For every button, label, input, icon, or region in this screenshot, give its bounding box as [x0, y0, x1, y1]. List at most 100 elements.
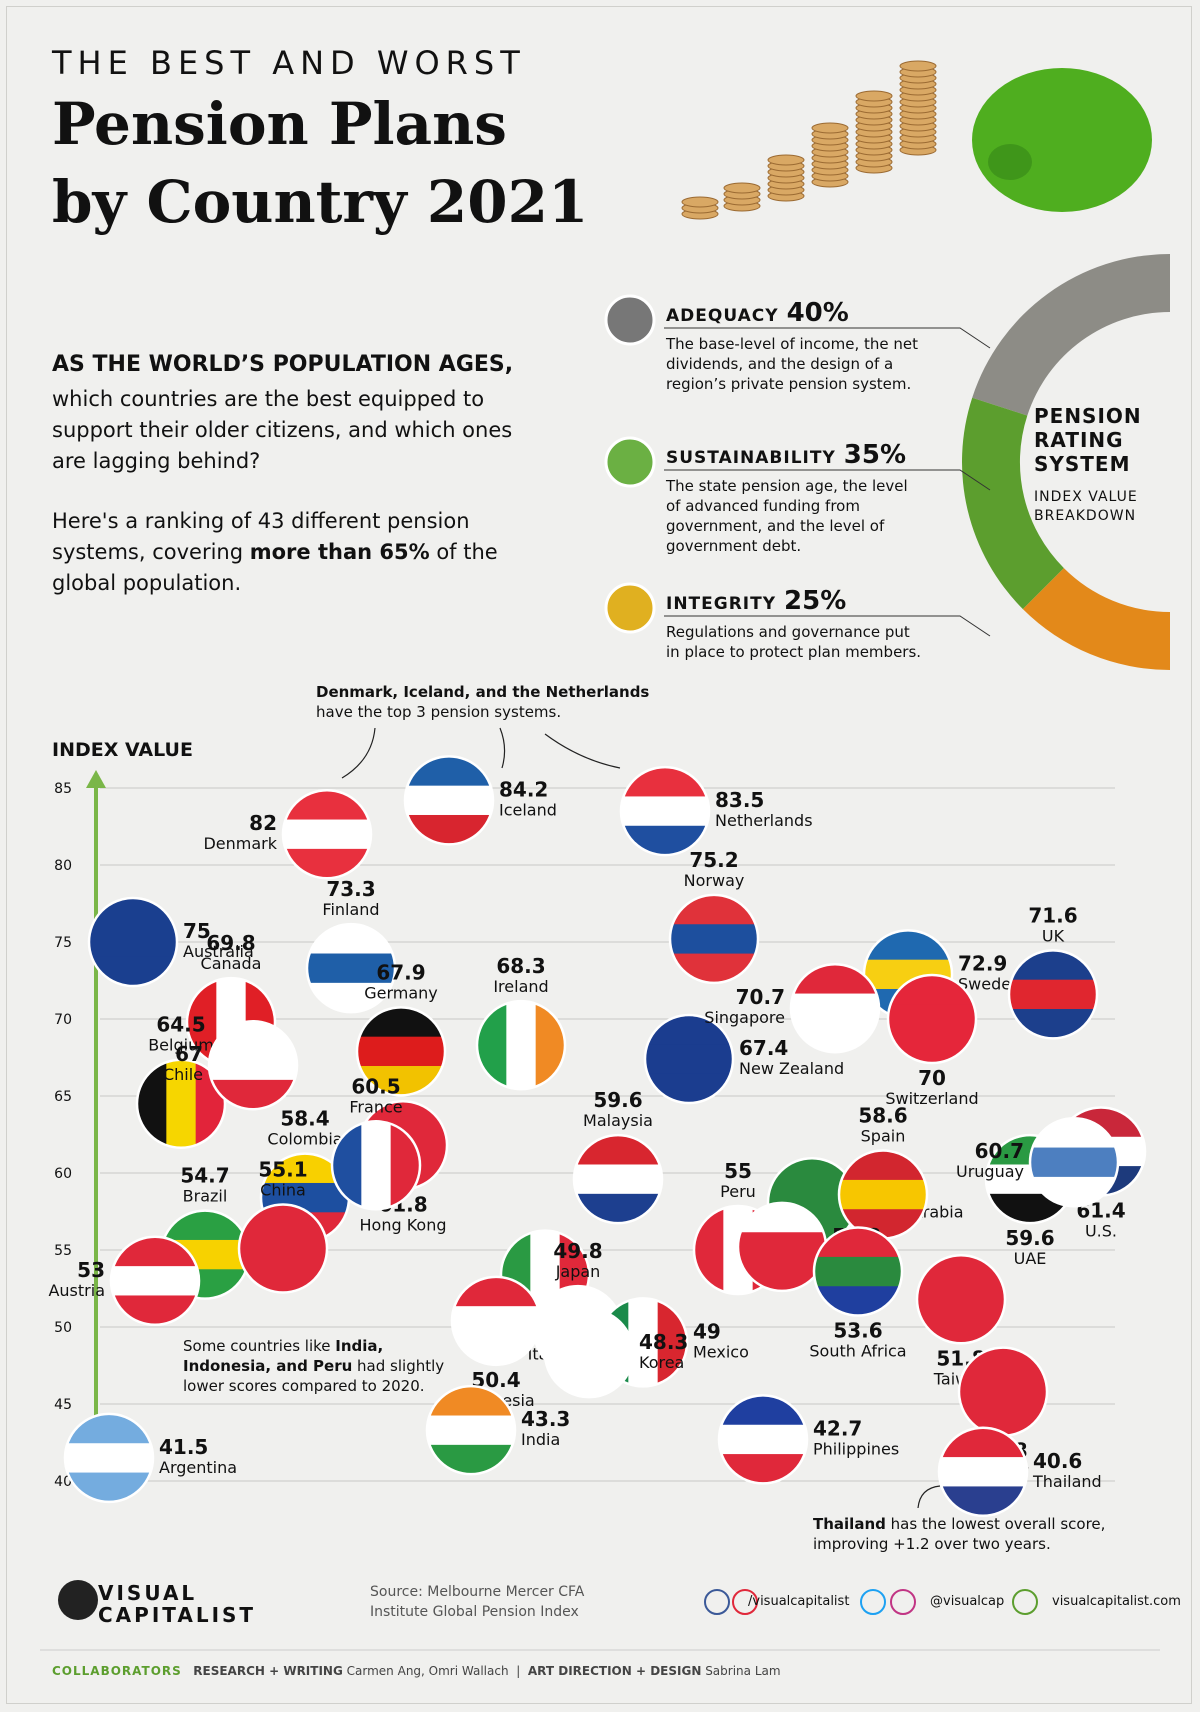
flag	[283, 790, 371, 879]
intro-heading: AS THE WORLD’S POPULATION AGES,	[52, 352, 514, 377]
component-heading: INTEGRITY 25%	[666, 586, 926, 616]
value-label: 67.9	[376, 960, 425, 984]
flag-stripe	[738, 1232, 826, 1263]
country-marker	[135, 1058, 227, 1149]
category-label: Netherlands	[715, 811, 813, 830]
y-axis-arrow	[86, 770, 106, 788]
value-label: 64.5	[156, 1013, 205, 1037]
collaborators: COLLABORATORS RESEARCH + WRITING Carmen …	[52, 1664, 781, 1678]
flag-stripe	[427, 1415, 515, 1446]
value-label: 69.8	[206, 931, 255, 955]
category-label: China	[260, 1180, 306, 1199]
flag-stripe	[405, 785, 493, 816]
flag-stripe	[89, 898, 177, 929]
flag-stripe	[670, 894, 758, 926]
country-marker	[109, 1235, 201, 1327]
component: SUSTAINABILITY 35% The state pension age, …	[666, 440, 926, 556]
social-icon	[704, 1589, 730, 1615]
country-marker	[425, 1384, 517, 1476]
flag-stripe	[405, 756, 493, 787]
social[interactable]: @visualcap	[930, 1594, 1005, 1609]
component-heading: SUSTAINABILITY 35%	[666, 440, 926, 470]
text: have the top 3 pension systems.	[316, 703, 562, 721]
category-label: Spain	[861, 1127, 906, 1146]
social[interactable]: /visualcapitalist	[748, 1594, 850, 1609]
component-heading: ADEQUACY 40%	[666, 298, 926, 328]
value-label: 67.4	[739, 1036, 788, 1060]
category-label: Thailand	[1032, 1472, 1102, 1491]
text: Sabrina Lam	[705, 1664, 781, 1678]
category-label: Austria	[48, 1281, 105, 1300]
flag-stripe	[283, 790, 371, 821]
text: CAPITALIST	[98, 1603, 257, 1627]
category-label: Colombia	[267, 1130, 342, 1149]
flag-stripe	[670, 924, 758, 955]
text: Some countries like	[183, 1337, 336, 1355]
text: PENSION	[1034, 404, 1142, 428]
annotation: Some countries like India, Indonesia, an…	[183, 1336, 453, 1396]
annotation-arrow	[341, 727, 376, 779]
value-label: 59.6	[1005, 1226, 1054, 1250]
category-label: Australia	[183, 942, 254, 961]
text: Carmen Ang, Omri Wallach	[346, 1664, 509, 1678]
category-label: Ireland	[493, 977, 548, 996]
category-label: New Zealand	[739, 1059, 844, 1078]
y-tick-label: 55	[54, 1243, 72, 1259]
flag-stripe	[839, 1150, 927, 1181]
value-label: 49	[693, 1319, 721, 1343]
annotation-arrow	[499, 727, 506, 769]
flag-stripe	[888, 1004, 976, 1035]
value-label: 43.3	[521, 1407, 570, 1431]
social[interactable]: visualcapitalist.com	[1052, 1594, 1181, 1609]
category-label: Philippines	[813, 1439, 899, 1458]
text: India, Indonesia, and Peru	[183, 1337, 384, 1375]
flag-stripe	[839, 1179, 927, 1211]
category-label: Iceland	[499, 800, 557, 819]
flag-stripe	[161, 1210, 249, 1241]
country-marker	[281, 788, 373, 880]
flag-stripe	[694, 1206, 725, 1294]
category-label: Denmark	[203, 834, 277, 853]
country-marker	[619, 765, 711, 857]
text: Denmark, Iceland, and the Netherlands	[316, 683, 650, 701]
country-marker	[643, 1013, 735, 1105]
flag	[405, 756, 493, 845]
category-label: Japan	[555, 1262, 601, 1281]
country-marker	[87, 896, 179, 988]
flag-stripe	[645, 1044, 733, 1075]
value-label: 53.6	[833, 1319, 882, 1343]
rating-title: PENSION RATING SYSTEM INDEX VALUE BREAKD…	[1034, 404, 1142, 526]
country-marker	[305, 922, 397, 1014]
flag-stripe	[361, 1121, 392, 1210]
value-label: 71.6	[1028, 903, 1077, 927]
value-label: 58.6	[858, 1104, 907, 1128]
category-label: Hong Kong	[360, 1215, 447, 1234]
flag	[917, 1255, 1005, 1344]
intro-text: which countries are the best equipped to…	[52, 387, 513, 473]
text: ART DIRECTION + DESIGN	[527, 1664, 702, 1678]
flag-stripe	[1009, 979, 1097, 1011]
coin	[723, 182, 761, 194]
flag-stripe	[791, 993, 879, 1024]
value-label: 58.4	[280, 1107, 329, 1131]
text: BREAKDOWN	[1034, 508, 1137, 524]
text: more than 65%	[249, 540, 430, 564]
category-label: Germany	[364, 983, 438, 1002]
donut-segment	[972, 254, 1170, 416]
value-label: 73.3	[326, 877, 375, 901]
annotation: Thailand has the lowest overall score, i…	[813, 1514, 1143, 1554]
country-marker	[1007, 949, 1099, 1040]
category-label: Switzerland	[885, 1089, 978, 1108]
component-weight: 35%	[843, 440, 907, 470]
text: of the global population.	[52, 540, 498, 595]
country-marker	[63, 1412, 155, 1504]
text: has the lowest overall score, improving …	[813, 1515, 1106, 1553]
social-icon	[890, 1589, 916, 1615]
flag-stripe	[917, 1255, 1005, 1286]
country-marker	[915, 1254, 1007, 1345]
flag-stripe	[939, 1457, 1027, 1488]
text: INDEX VALUE	[1034, 489, 1138, 505]
value-label: 75	[183, 919, 211, 943]
coin	[681, 196, 719, 208]
flag-stripe	[307, 953, 395, 984]
